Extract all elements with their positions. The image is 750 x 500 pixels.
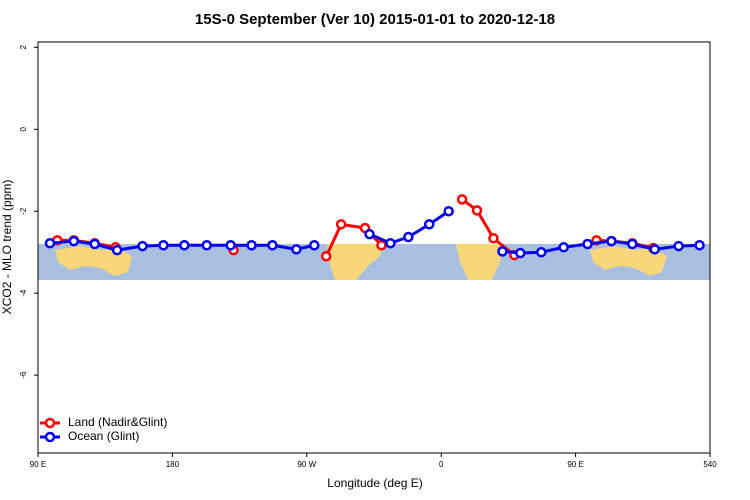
point — [456, 194, 468, 205]
point — [488, 233, 499, 244]
point — [403, 231, 414, 243]
x-tick-label: 180 — [166, 460, 180, 469]
chart-title: 15S-0 September (Ver 10) 2015-01-01 to 2… — [195, 11, 555, 28]
point — [471, 205, 483, 216]
point — [246, 239, 257, 251]
point — [673, 240, 684, 252]
y-tick-label: -6 — [19, 371, 28, 379]
plot-frame — [37, 41, 711, 454]
legend-point — [44, 417, 56, 429]
x-tick-label: 0 — [439, 460, 444, 469]
point — [158, 239, 169, 251]
legend-label: Ocean (Glint) — [68, 429, 139, 443]
y-tick-label: -2 — [19, 207, 28, 215]
point — [68, 235, 80, 247]
x-tick-label: 90 W — [297, 460, 316, 469]
point — [291, 244, 302, 255]
point — [627, 238, 638, 250]
point — [497, 246, 508, 257]
point — [536, 246, 547, 258]
y-axis-label: XCO2 - MLO trend (ppm) — [0, 180, 14, 315]
point — [694, 239, 705, 251]
y-tick-label: -4 — [19, 289, 28, 297]
point — [89, 238, 100, 250]
point — [364, 228, 375, 240]
point — [376, 239, 387, 251]
point — [320, 251, 332, 262]
point — [582, 238, 593, 250]
point — [225, 239, 236, 251]
point — [515, 247, 526, 259]
point — [179, 239, 190, 251]
point — [44, 237, 56, 249]
x-tick-label: 90 E — [567, 460, 583, 469]
x-tick-label: 540 — [703, 460, 717, 469]
point — [385, 237, 396, 249]
legend-point — [44, 431, 56, 443]
point — [111, 244, 123, 256]
point — [137, 240, 148, 252]
y-tick-label: 0 — [19, 127, 28, 132]
point — [309, 239, 320, 251]
point — [606, 235, 617, 247]
point — [201, 239, 212, 251]
point — [267, 239, 278, 251]
point — [424, 219, 435, 230]
point — [649, 244, 660, 255]
legend-label: Land (Nadir&Glint) — [68, 415, 167, 429]
map-background — [38, 244, 710, 280]
y-tick-label: 2 — [19, 45, 28, 50]
x-tick-label: 90 E — [30, 460, 46, 469]
point — [335, 219, 347, 230]
point — [443, 205, 454, 217]
x-axis-label: Longitude (deg E) — [327, 476, 422, 490]
point — [558, 242, 569, 253]
